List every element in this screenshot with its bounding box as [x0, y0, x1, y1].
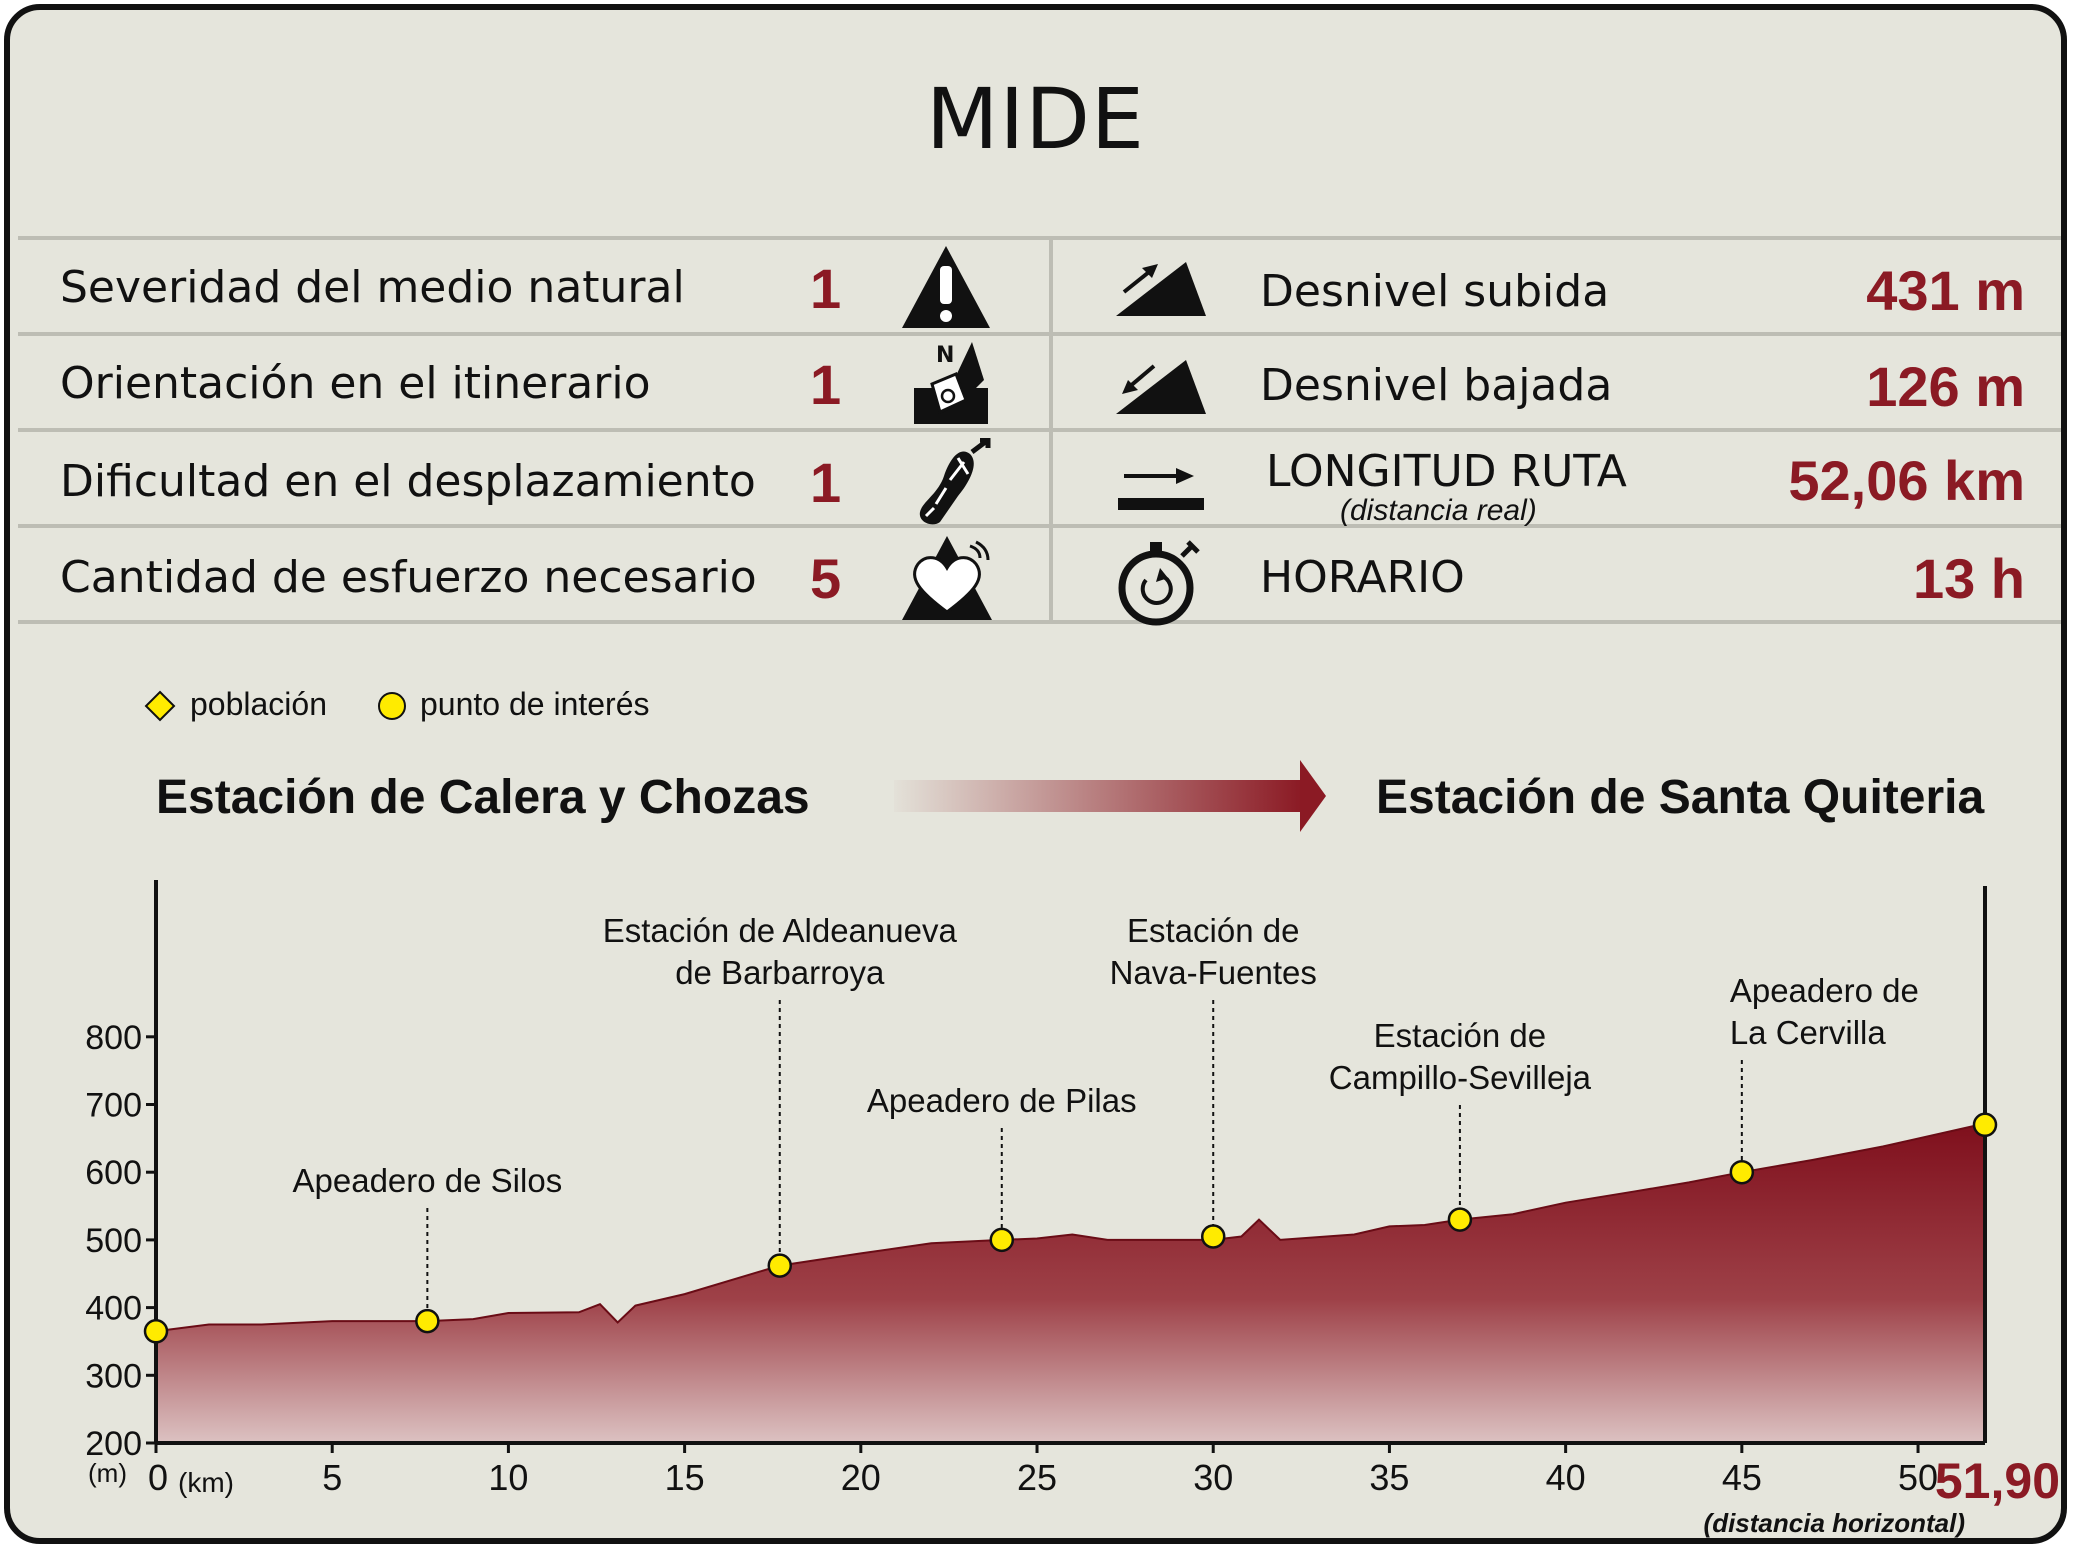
- route-direction-arrow: [894, 760, 1326, 832]
- legend-poi-label: punto de interés: [420, 686, 650, 722]
- stat-value-horario: 13 h: [1912, 547, 2025, 610]
- table-divider: [18, 524, 2061, 528]
- elevation-area: [156, 1123, 1985, 1443]
- poi-marker: [143, 1319, 169, 1344]
- mide-value-orientacion: 1: [810, 353, 842, 416]
- y-tick-label: 200: [85, 1425, 142, 1463]
- poi-label: Nava-Fuentes: [1110, 954, 1317, 991]
- x-unit-label: (km): [178, 1467, 234, 1498]
- poi-label: de Barbarroya: [675, 954, 885, 991]
- mide-label-dificultad: Dificultad en el desplazamiento: [60, 456, 756, 507]
- y-tick-label: 700: [85, 1087, 142, 1125]
- x-tick-label: 0: [148, 1457, 168, 1498]
- x-tick-label: 15: [665, 1457, 705, 1498]
- x-tick-label: 35: [1369, 1457, 1409, 1498]
- end-distance-label: 51,90: [1935, 1453, 2060, 1509]
- table-divider: [18, 428, 2061, 432]
- stopwatch-icon: [1118, 540, 1200, 626]
- poi-label: Campillo-Sevilleja: [1329, 1059, 1592, 1096]
- y-tick-label: 400: [85, 1290, 142, 1328]
- stat-label-longitud: LONGITUD RUTA: [1266, 446, 1627, 497]
- compass-signpost-icon: N: [914, 342, 988, 424]
- y-unit-label: (m): [88, 1458, 127, 1488]
- ascent-icon: [1116, 262, 1206, 316]
- mide-label-severidad: Severidad del medio natural: [60, 262, 685, 313]
- table-divider: [18, 236, 2061, 240]
- poi-marker: [1729, 1159, 1755, 1185]
- route-start: Estación de Calera y Chozas: [156, 771, 810, 824]
- town-diamond-icon: [144, 690, 176, 722]
- mide-value-dificultad: 1: [810, 451, 842, 514]
- poi-label: Estación de: [1374, 1017, 1546, 1054]
- route-end: Estación de Santa Quiteria: [1376, 771, 1985, 824]
- table-column-divider: [1049, 236, 1053, 624]
- elevation-line: [155, 1122, 1986, 1333]
- descent-icon: [1116, 360, 1206, 414]
- heart-mountain-icon: [902, 536, 992, 620]
- poi-label: Apeadero de Pilas: [867, 1082, 1137, 1119]
- poi-label: Estación de: [1127, 912, 1299, 949]
- y-tick-label: 600: [85, 1154, 142, 1192]
- stat-sublabel-longitud: (distancia real): [1340, 494, 1537, 527]
- table-divider: [18, 620, 2061, 624]
- poi-label: Apeadero de Silos: [293, 1162, 563, 1199]
- mide-value-esfuerzo: 5: [810, 547, 842, 610]
- poi-marker: [415, 1308, 440, 1334]
- x-tick-label: 40: [1546, 1457, 1586, 1498]
- stat-label-subida: Desnivel subida: [1260, 266, 1610, 317]
- x-tick-label: 25: [1017, 1457, 1057, 1498]
- mide-label-esfuerzo: Cantidad de esfuerzo necesario: [60, 552, 757, 603]
- poi-marker: [1972, 1112, 1998, 1138]
- stat-label-bajada: Desnivel bajada: [1260, 360, 1613, 411]
- legend-town-label: población: [190, 686, 327, 722]
- boot-print-icon: [919, 438, 991, 525]
- poi-label: Apeadero de: [1730, 972, 1919, 1009]
- poi-marker: [767, 1253, 793, 1278]
- poi-marker: [1200, 1224, 1226, 1249]
- stat-value-longitud: 52,06 km: [1788, 449, 2025, 512]
- stat-label-horario: HORARIO: [1260, 552, 1465, 603]
- x-tick-label: 20: [841, 1457, 881, 1498]
- stat-value-bajada: 126 m: [1866, 355, 2025, 418]
- y-tick-label: 800: [85, 1019, 142, 1057]
- poi-label: Estación de Aldeanueva: [603, 912, 958, 949]
- x-tick-label: 45: [1722, 1457, 1762, 1498]
- end-distance-sublabel: (distancia horizontal): [1704, 1508, 1965, 1538]
- mide-value-severidad: 1: [810, 257, 842, 320]
- stat-value-subida: 431 m: [1866, 259, 2025, 322]
- mide-label-orientacion: Orientación en el itinerario: [60, 358, 651, 409]
- x-tick-label: 30: [1193, 1457, 1233, 1498]
- page-title: MIDE: [925, 70, 1145, 168]
- svg-text:N: N: [936, 343, 954, 368]
- y-tick-label: 300: [85, 1357, 142, 1395]
- poi-label: La Cervilla: [1730, 1014, 1887, 1051]
- x-tick-label: 50: [1898, 1457, 1938, 1498]
- distance-arrow-icon: [1118, 468, 1204, 510]
- poi-marker: [989, 1227, 1015, 1253]
- poi-circle-icon: [378, 692, 406, 720]
- warning-mountain-icon: [902, 246, 990, 328]
- x-tick-label: 5: [322, 1457, 342, 1498]
- x-tick-label: 10: [488, 1457, 528, 1498]
- table-divider: [18, 332, 2061, 336]
- poi-marker: [1447, 1207, 1473, 1232]
- y-tick-label: 500: [85, 1222, 142, 1260]
